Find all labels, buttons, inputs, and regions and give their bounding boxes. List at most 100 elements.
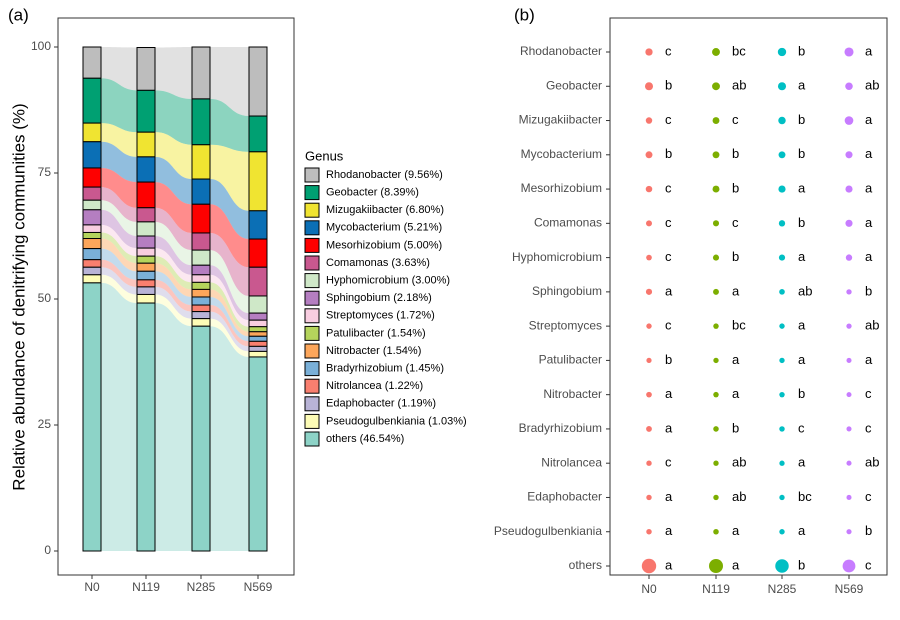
dot <box>712 151 720 159</box>
dot <box>645 151 653 159</box>
significance-letter: ab <box>798 283 812 298</box>
dot <box>775 559 789 573</box>
significance-letter: b <box>732 249 739 264</box>
significance-letter: c <box>865 557 872 572</box>
ribbon <box>210 318 249 357</box>
bar-segment <box>82 282 102 552</box>
significance-letter: ab <box>732 455 746 470</box>
bar-segment <box>248 340 268 347</box>
legend-title: Genus <box>305 148 344 163</box>
significance-letter: a <box>665 283 673 298</box>
significance-letter: bc <box>798 489 812 504</box>
y-tick-label: Bradyrhizobium <box>519 421 602 435</box>
legend-label: Bradyrhizobium (1.45%) <box>326 363 444 375</box>
dot <box>846 323 852 329</box>
bar-segment <box>191 325 211 552</box>
significance-letter: c <box>665 318 672 333</box>
bar-segment <box>82 77 102 124</box>
dot <box>778 151 786 159</box>
dot <box>645 288 653 295</box>
y-tick-label: Mycobacterium <box>521 147 602 161</box>
dot <box>779 391 785 398</box>
bar-segment <box>82 266 102 276</box>
legend-swatch <box>304 185 320 201</box>
y-tick-label: Rhodanobacter <box>520 44 602 58</box>
y-tick-label: Hyphomicrobium <box>512 250 602 264</box>
significance-letter: b <box>798 386 805 401</box>
ribbon <box>101 248 137 280</box>
bar-segment <box>82 224 102 233</box>
bar-segment <box>82 199 102 211</box>
significance-letter: a <box>732 557 740 572</box>
significance-letter: a <box>665 420 673 435</box>
legend-swatch <box>304 378 320 394</box>
ribbon <box>155 263 192 297</box>
bar-segment <box>191 281 211 290</box>
bar-segment <box>136 207 156 223</box>
dot <box>646 528 652 535</box>
ribbon <box>210 232 249 296</box>
y-tick-label: 0 <box>44 543 51 557</box>
dot <box>846 392 852 398</box>
ribbon <box>101 167 137 208</box>
dot <box>842 559 856 573</box>
ribbon <box>210 250 249 314</box>
ribbon <box>210 326 249 551</box>
significance-letter: b <box>732 420 739 435</box>
significance-letter: b <box>798 215 805 230</box>
dot <box>713 357 719 364</box>
dot <box>646 494 652 501</box>
significance-letter: c <box>732 112 739 127</box>
significance-letter: a <box>865 181 873 196</box>
legend-swatch <box>304 167 320 183</box>
bar-segment <box>191 249 211 266</box>
x-tick-label: N0 <box>641 582 657 596</box>
bar-segment <box>82 141 102 169</box>
ribbon <box>101 224 137 257</box>
ribbon <box>155 303 192 551</box>
significance-letter: a <box>732 386 740 401</box>
bar-segment <box>248 295 268 314</box>
legend-swatch <box>304 343 320 359</box>
ribbon <box>101 282 137 551</box>
bar-segment <box>248 312 268 321</box>
significance-letter: b <box>798 146 805 161</box>
significance-letter: b <box>865 283 872 298</box>
significance-letter: c <box>665 215 672 230</box>
dot <box>845 254 853 261</box>
bar-segment <box>248 319 268 328</box>
bar-segment <box>82 238 102 250</box>
bar-segment <box>191 296 211 306</box>
bar-segment <box>136 47 156 91</box>
significance-letter: ab <box>732 78 746 93</box>
dot <box>713 426 719 432</box>
bar-segment <box>248 335 268 342</box>
x-tick-label: N119 <box>132 580 160 594</box>
bar-segment <box>248 210 268 240</box>
dot <box>712 82 720 91</box>
ribbon <box>101 78 137 133</box>
bar-segment <box>248 326 268 333</box>
dot <box>646 220 652 227</box>
legend-label: Nitrolancea (1.22%) <box>326 380 423 392</box>
legend-swatch <box>304 290 320 306</box>
legend-label: Patulibacter (1.54%) <box>326 327 426 339</box>
significance-letter: b <box>665 78 672 93</box>
ribbon <box>210 305 249 347</box>
significance-letter: ab <box>865 455 879 470</box>
x-tick-label: N285 <box>187 580 216 594</box>
bar-segment <box>82 231 102 240</box>
legend-swatch <box>304 273 320 289</box>
significance-letter: bc <box>732 318 746 333</box>
bar-segment <box>136 270 156 281</box>
y-tick-label: Patulibacter <box>539 353 602 367</box>
legend-label: Streptomyces (1.72%) <box>326 310 435 322</box>
significance-letter: b <box>665 352 672 367</box>
legend-label: Mycobacterium (5.21%) <box>326 222 442 234</box>
dot <box>846 494 852 501</box>
bar-segment <box>82 259 102 268</box>
significance-letter: b <box>732 146 739 161</box>
ribbon <box>210 47 249 117</box>
bar-segment <box>248 356 268 552</box>
dot <box>646 391 652 398</box>
